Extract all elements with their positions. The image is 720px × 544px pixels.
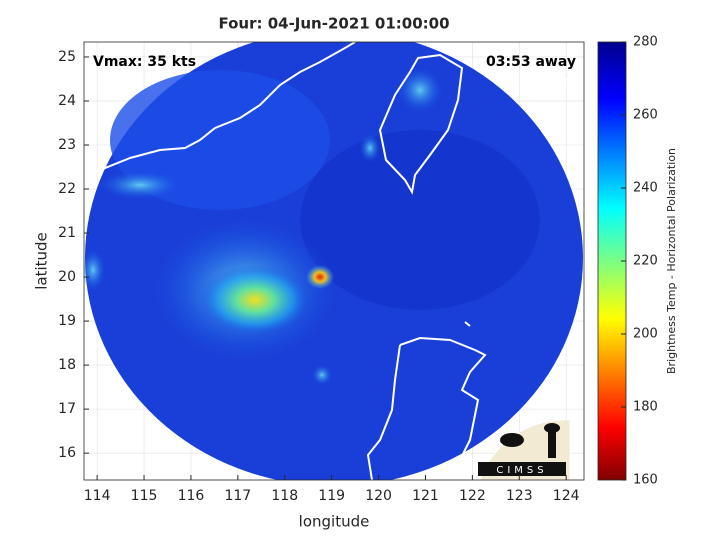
satellite-image <box>84 42 583 480</box>
colorbar-tick-label: 160 <box>633 473 658 488</box>
y-tick-label: 16 <box>58 445 76 461</box>
colorbar-tick-label: 260 <box>633 108 658 123</box>
x-tick-label: 122 <box>459 488 486 504</box>
y-tick-label: 18 <box>58 357 76 373</box>
y-tick-label: 23 <box>58 137 76 153</box>
y-tick-label: 24 <box>58 93 76 109</box>
y-tick-label: 19 <box>58 313 76 329</box>
x-tick-label: 114 <box>84 488 111 504</box>
colorbar-tick-label: 200 <box>633 327 658 342</box>
x-tick-label: 121 <box>412 488 439 504</box>
y-tick-label: 17 <box>58 401 76 417</box>
colorbar-tick-label: 180 <box>633 400 658 415</box>
x-tick-label: 118 <box>271 488 298 504</box>
annotation: 03:53 away <box>486 54 576 70</box>
y-tick-label: 25 <box>58 49 76 65</box>
x-tick-label: 124 <box>553 488 580 504</box>
annotation: Vmax: 35 kts <box>93 54 196 70</box>
y-tick-label: 20 <box>58 269 76 285</box>
colorbar-label: Brightness Temp - Horizontal Polarizatio… <box>665 148 678 374</box>
logo: CIMSS <box>478 419 571 481</box>
plot-frame <box>83 41 585 481</box>
colorbar-tick-label: 220 <box>633 254 658 269</box>
x-tick-label: 117 <box>224 488 251 504</box>
x-tick-label: 120 <box>365 488 392 504</box>
logo-text: CIMSS <box>496 465 547 476</box>
colorbar-tick-label: 240 <box>633 181 658 196</box>
y-tick-label: 21 <box>58 225 76 241</box>
y-tick-label: 22 <box>58 181 76 197</box>
chart-title: Four: 04-Jun-2021 01:00:00 <box>218 15 449 33</box>
x-tick-label: 119 <box>318 488 345 504</box>
x-axis-label: longitude <box>299 513 370 531</box>
x-tick-label: 116 <box>178 488 205 504</box>
colorbar-tick-label: 280 <box>633 35 658 50</box>
x-tick-label: 115 <box>131 488 158 504</box>
x-tick-label: 123 <box>506 488 533 504</box>
y-axis-label: latitude <box>33 232 51 290</box>
